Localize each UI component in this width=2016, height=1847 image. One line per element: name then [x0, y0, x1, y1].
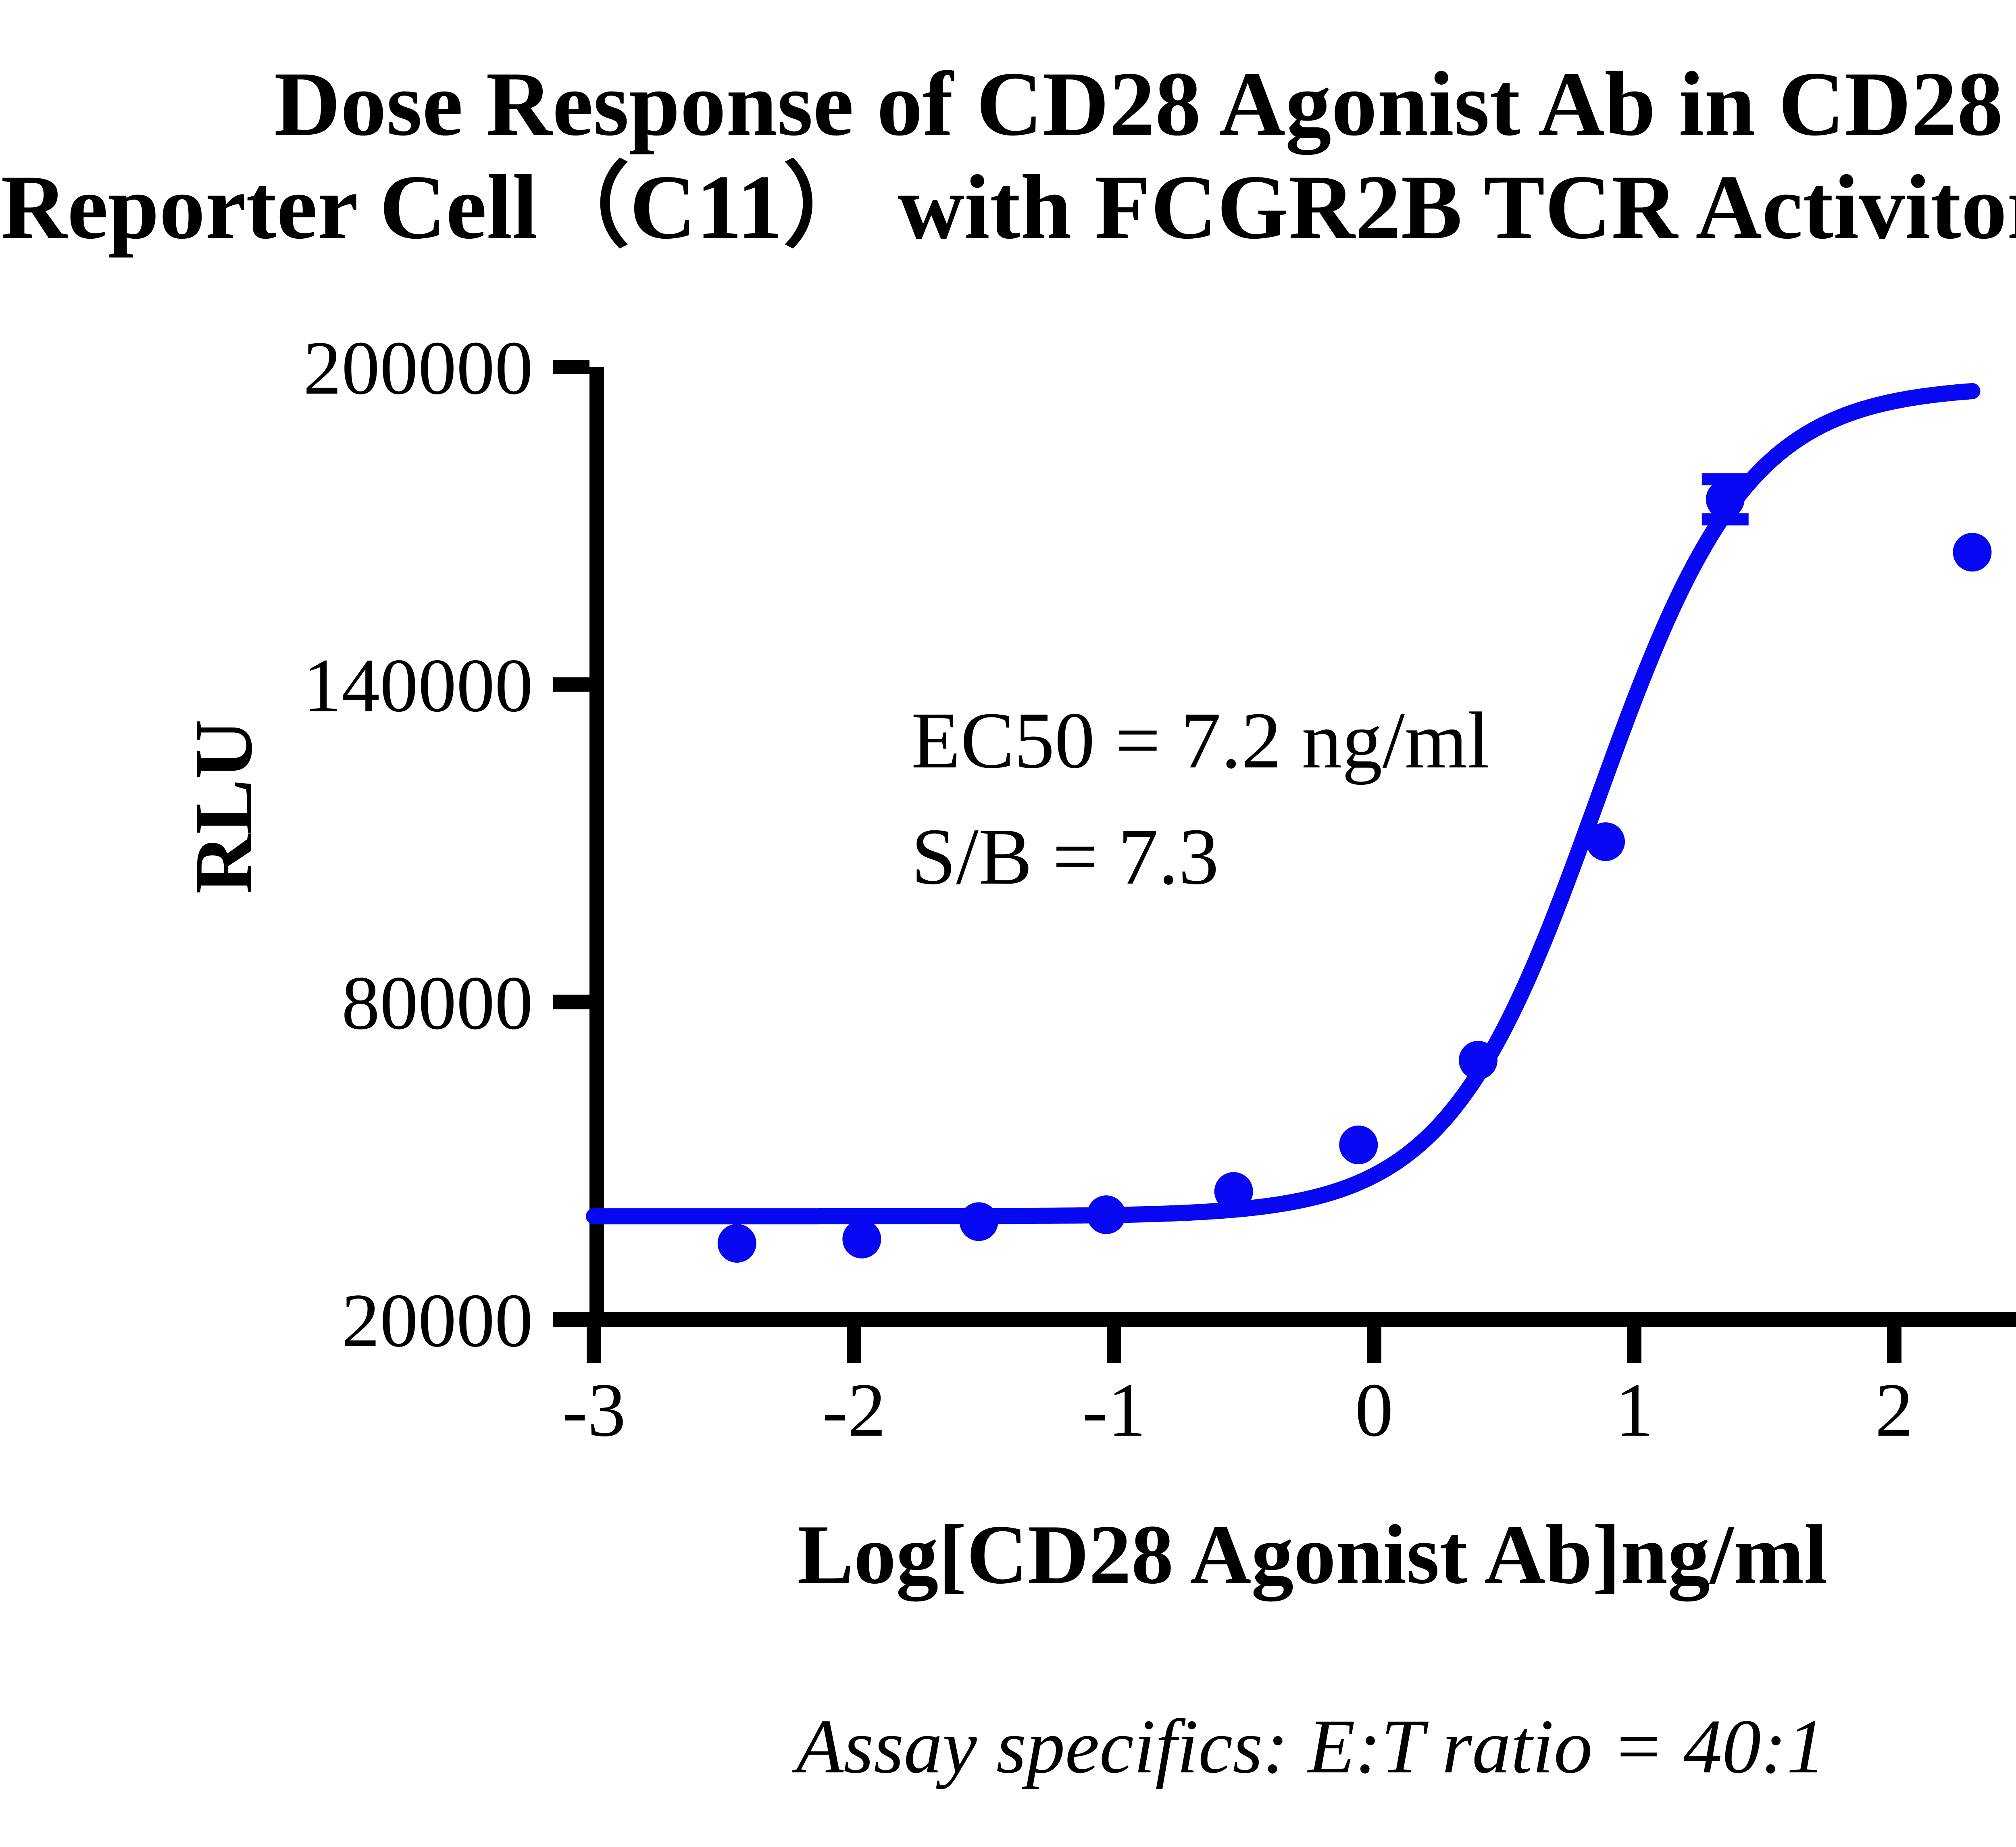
- data-point: [1706, 480, 1745, 519]
- data-point: [842, 1220, 881, 1259]
- chart-title: Dose Response of CD28 Agonist Ab in CD28…: [0, 52, 2016, 259]
- data-point: [1953, 533, 1992, 572]
- y-tick-label: 140000: [303, 643, 533, 728]
- data-point: [1586, 822, 1625, 861]
- signal-background-line: S/B = 7.3: [911, 812, 1219, 901]
- x-tick-label: -3: [562, 1368, 626, 1453]
- data-point: [959, 1202, 998, 1241]
- chart-title-line1: Dose Response of CD28 Agonist Ab in CD28…: [274, 53, 2016, 155]
- x-tick-label: -2: [822, 1368, 886, 1453]
- x-axis-title: Log[CD28 Agonist Ab]ng/ml: [797, 1508, 1828, 1601]
- data-point: [1339, 1125, 1378, 1164]
- data-point: [1087, 1195, 1126, 1234]
- y-tick-label: 200000: [303, 326, 533, 411]
- y-axis-title: RLU: [178, 719, 269, 894]
- data-point: [1214, 1172, 1253, 1211]
- x-tick-label: 1: [1615, 1368, 1654, 1453]
- x-tick-label: 2: [1875, 1368, 1914, 1453]
- chart-title-line2: Reporter Cell（C11） with FCGR2B TCR Activ…: [1, 156, 2016, 258]
- data-point: [717, 1224, 756, 1263]
- ec50-value-line: EC50 = 7.2 ng/ml: [911, 696, 1490, 785]
- fit-curve: [586, 383, 1981, 1225]
- y-tick-label: 20000: [342, 1278, 533, 1363]
- x-tick-label: -1: [1082, 1368, 1146, 1453]
- footer-note: Assay specifics: E:T ratio = 40:1: [796, 1703, 1826, 1789]
- data-point: [1459, 1041, 1497, 1080]
- x-tick-label: 0: [1355, 1368, 1393, 1453]
- ec50-annotation: EC50 = 7.2 ng/ml S/B = 7.3: [911, 683, 1490, 915]
- y-tick-label: 80000: [342, 961, 533, 1046]
